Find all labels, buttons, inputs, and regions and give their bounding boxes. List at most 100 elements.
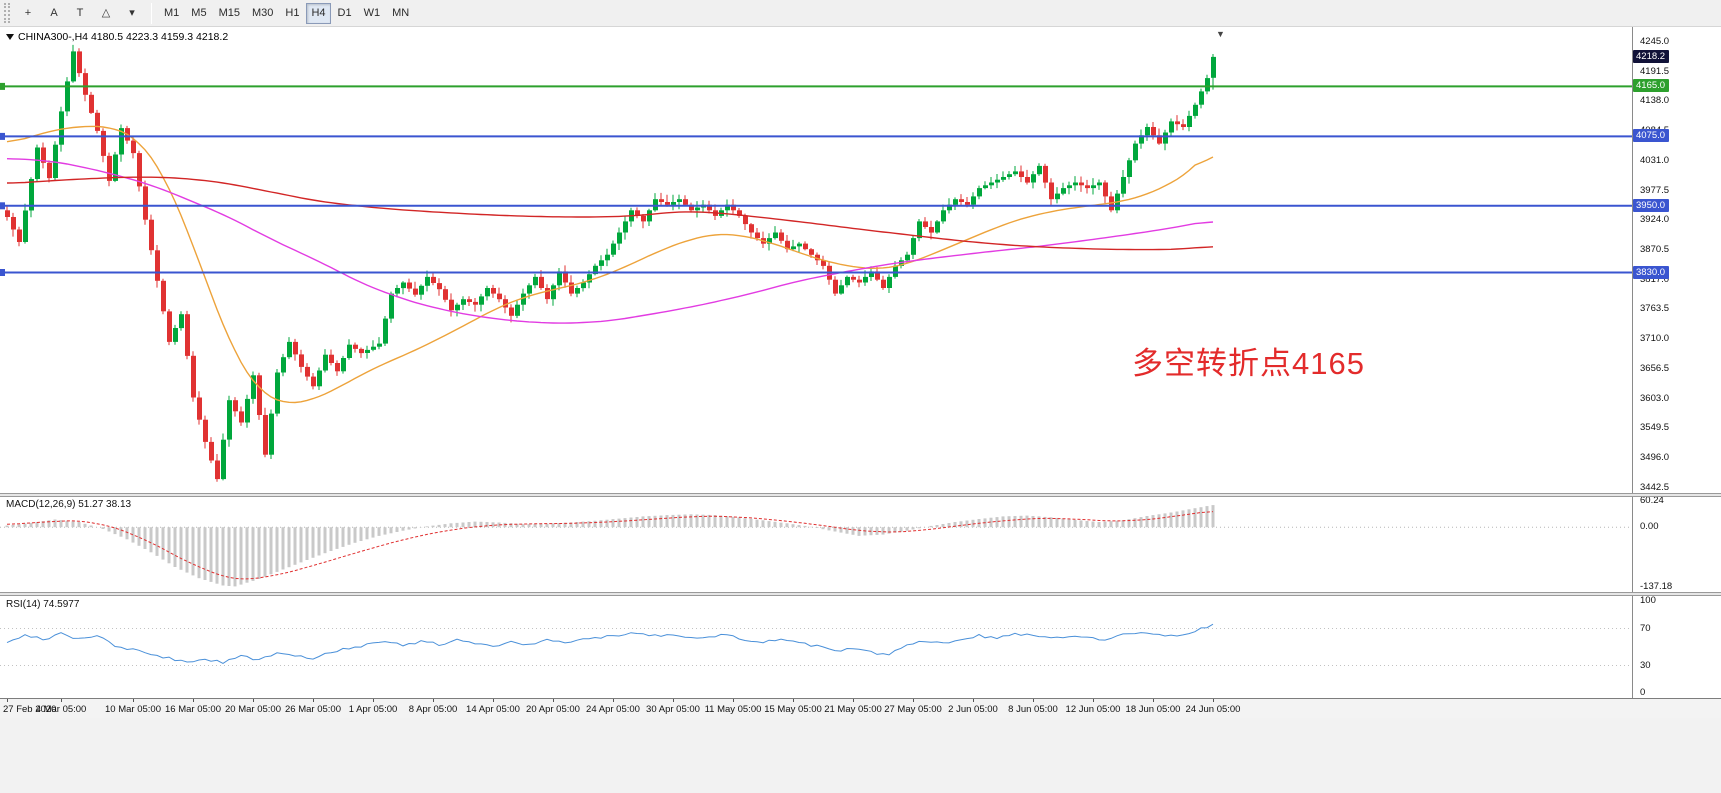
fast-ma-line[interactable]: [6, 125, 1214, 404]
time-axis-tick: [1033, 699, 1034, 702]
candle-body: [611, 243, 616, 255]
time-axis-label: 1 Apr 05:00: [348, 704, 398, 715]
candle-body: [1151, 127, 1156, 136]
toolbar-grip[interactable]: [4, 3, 10, 23]
macd-signal-line: [6, 511, 1214, 580]
price-axis-label: 3763.5: [1640, 303, 1670, 315]
candle-body: [203, 419, 208, 442]
candle-body: [623, 221, 628, 233]
candle-body: [683, 199, 688, 205]
text-icon-button[interactable]: A: [42, 3, 66, 24]
candle-body: [635, 210, 640, 216]
timeframe-m5-button[interactable]: M5: [186, 3, 211, 24]
candle-body: [1067, 185, 1072, 189]
candle-body: [425, 276, 430, 286]
rsi-axis-label: 30: [1640, 659, 1651, 671]
candle-body: [893, 265, 898, 277]
timeframe-m30-button[interactable]: M30: [247, 3, 278, 24]
candle-body: [1133, 143, 1138, 161]
text-label-icon-button[interactable]: T: [68, 3, 92, 24]
time-axis-label: 16 Mar 05:00: [165, 704, 221, 715]
candle-body: [11, 217, 16, 230]
candle-body: [731, 204, 736, 211]
candle-body: [665, 202, 670, 205]
crosshair-icon-button[interactable]: +: [16, 3, 40, 24]
candle-body: [1145, 127, 1150, 136]
timeframe-h1-button[interactable]: H1: [280, 3, 304, 24]
candle-body: [329, 354, 334, 363]
candle-body: [1097, 182, 1102, 186]
chart-shift-marker-icon[interactable]: ▼: [1216, 29, 1225, 39]
candle-body: [47, 162, 52, 179]
shapes-icon-button[interactable]: △: [94, 2, 118, 23]
candle-body: [371, 346, 376, 350]
candle-body: [5, 210, 10, 217]
timeframe-m1-button[interactable]: M1: [159, 3, 184, 24]
candle-body: [1181, 124, 1186, 127]
candle-body: [767, 238, 772, 244]
candle-body: [1157, 135, 1162, 144]
price-tag-4075.0: 4075.0: [1633, 129, 1670, 143]
candle-body: [197, 397, 202, 420]
main-chart-canvas[interactable]: [0, 27, 1632, 493]
candle-body: [1127, 160, 1132, 177]
timeframe-d1-button[interactable]: D1: [333, 3, 357, 24]
rsi-indicator-canvas[interactable]: [0, 596, 1632, 698]
candle-body: [185, 314, 190, 356]
time-axis-tick: [673, 699, 674, 702]
price-axis-label: 4245.0: [1640, 36, 1670, 47]
candle-body: [1139, 135, 1144, 144]
candle-body: [437, 283, 442, 290]
candle-body: [347, 344, 352, 358]
candle-body: [119, 128, 124, 155]
candle-body: [419, 285, 424, 295]
candle-body: [689, 204, 694, 211]
candle-body: [1013, 171, 1018, 175]
macd-indicator-label: MACD(12,26,9) 51.27 38.13: [6, 499, 132, 510]
candle-body: [1091, 185, 1096, 189]
candle-body: [491, 288, 496, 294]
macd-axis-label: -137.18: [1640, 580, 1673, 592]
time-axis-label: 27 May 05:00: [884, 704, 942, 715]
timeframe-h4-button[interactable]: H4: [306, 2, 331, 24]
toolbar-separator: [151, 2, 152, 24]
candle-body: [389, 293, 394, 319]
slow-ma-line[interactable]: [6, 176, 1214, 251]
timeframe-m15-button[interactable]: M15: [214, 3, 245, 24]
macd-axis-label: 60.24: [1640, 495, 1664, 507]
candle-body: [815, 254, 820, 261]
candle-body: [773, 232, 778, 239]
rsi-axis-label: 70: [1640, 622, 1651, 634]
time-axis-tick: [973, 699, 974, 702]
candle-body: [137, 153, 142, 187]
time-axis-label: 26 Mar 05:00: [285, 704, 341, 715]
panel-splitter-macd[interactable]: [0, 493, 1721, 497]
candle-body: [143, 186, 148, 220]
time-axis-tick: [61, 699, 62, 702]
candle-body: [647, 210, 652, 222]
candle-body: [1211, 56, 1216, 78]
candle-body: [155, 250, 160, 281]
candle-body: [1025, 177, 1030, 183]
candle-body: [353, 344, 358, 349]
mid-ma-line[interactable]: [6, 158, 1214, 324]
candle-body: [863, 276, 868, 283]
time-axis-label: 15 May 05:00: [764, 704, 822, 715]
candle-body: [983, 185, 988, 189]
timeframe-mn-button[interactable]: MN: [387, 3, 414, 24]
price-axis[interactable]: 4245.04191.54138.04084.54031.03977.53924…: [1633, 27, 1721, 718]
time-axis[interactable]: 27 Feb 2020 4 Mar 05:00 10 Mar 05:00 16 Mar…: [0, 698, 1721, 718]
candle-body: [239, 411, 244, 423]
horizontal-line-marker: [0, 269, 5, 276]
timeframe-w1-button[interactable]: W1: [359, 3, 386, 24]
panel-splitter-rsi[interactable]: [0, 592, 1721, 596]
macd-indicator-canvas[interactable]: [0, 497, 1632, 592]
candle-body: [191, 355, 196, 398]
candle-body: [737, 210, 742, 216]
candle-body: [341, 358, 346, 372]
chart-annotation-text[interactable]: 多空转折点4165: [1132, 346, 1365, 381]
candle-body: [173, 328, 178, 342]
candle-body: [581, 282, 586, 289]
candle-body: [779, 232, 784, 241]
shapes-dropdown-icon-button[interactable]: ▾: [120, 2, 144, 23]
